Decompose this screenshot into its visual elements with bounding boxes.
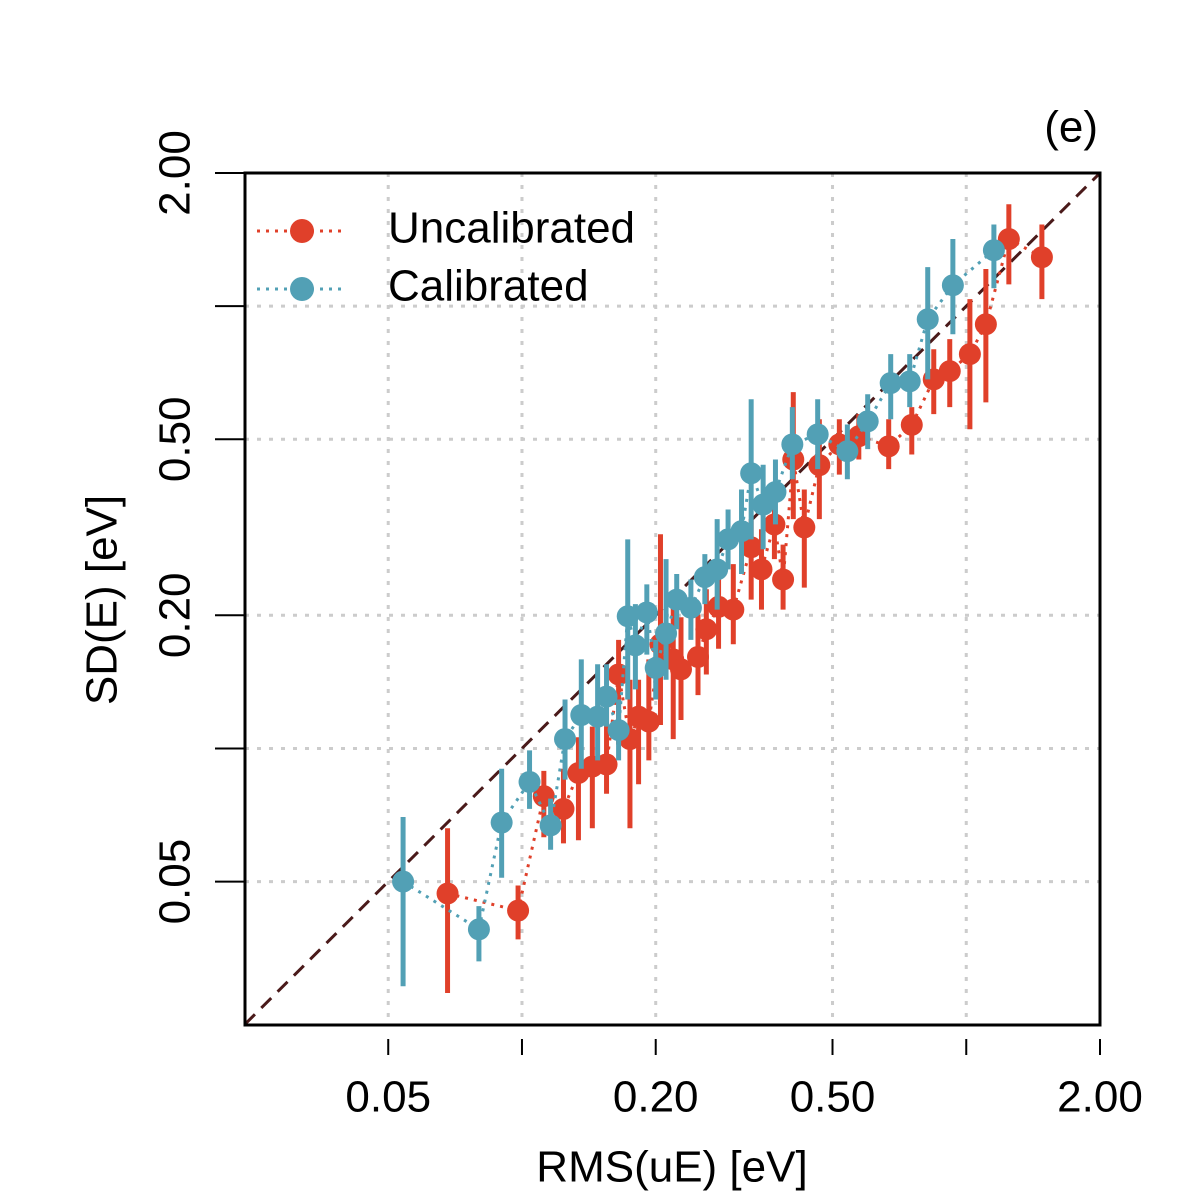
point xyxy=(644,657,667,680)
point xyxy=(856,410,879,433)
plot-frame xyxy=(243,171,1102,1027)
point xyxy=(730,520,753,543)
y-axis-label: SD(E) [eV] xyxy=(78,495,127,705)
x-axis-label: RMS(uE) [eV] xyxy=(536,1143,807,1192)
point xyxy=(879,372,902,395)
point xyxy=(836,440,859,463)
point xyxy=(806,423,829,446)
point xyxy=(595,753,618,776)
point xyxy=(607,719,630,742)
point xyxy=(570,704,593,727)
axes: 0.05 0.20 0.50 2.00 0.05 0.20 0.50 2.00 xyxy=(151,130,1143,1121)
point xyxy=(586,705,609,728)
point xyxy=(916,308,939,331)
x-tick-label: 0.20 xyxy=(613,1073,699,1122)
point xyxy=(740,462,763,485)
point xyxy=(637,710,660,733)
x-tick-label: 0.05 xyxy=(345,1073,431,1122)
point xyxy=(635,601,658,624)
legend-swatch xyxy=(290,219,314,243)
point xyxy=(781,433,804,456)
point xyxy=(686,645,709,668)
point xyxy=(490,811,513,834)
point xyxy=(655,622,678,645)
x-tick-label: 2.00 xyxy=(1057,1073,1143,1122)
point xyxy=(518,770,541,793)
point xyxy=(706,558,729,581)
point xyxy=(669,658,692,681)
legend-label: Calibrated xyxy=(388,262,589,311)
point xyxy=(974,313,997,336)
legend-swatch xyxy=(290,277,314,301)
y-tick-label: 0.20 xyxy=(151,572,200,658)
series-line xyxy=(447,236,1043,913)
point xyxy=(750,558,773,581)
legend-label: Uncalibrated xyxy=(388,204,635,253)
point xyxy=(740,536,763,559)
y-tick-label: 0.50 xyxy=(151,396,200,482)
point xyxy=(695,618,718,641)
point xyxy=(793,516,816,539)
point xyxy=(997,228,1020,251)
point xyxy=(900,413,923,436)
point xyxy=(722,598,745,621)
legend: Uncalibrated Calibrated xyxy=(257,204,635,311)
series-line xyxy=(402,249,995,932)
point xyxy=(877,435,900,458)
point xyxy=(554,728,577,751)
point xyxy=(507,899,530,922)
plot-area xyxy=(245,173,1100,1025)
point xyxy=(616,605,639,628)
point xyxy=(941,274,964,297)
y-tick-label: 0.05 xyxy=(151,839,200,925)
point xyxy=(552,797,575,820)
point xyxy=(539,814,562,837)
point xyxy=(392,870,415,893)
point xyxy=(958,343,981,366)
point xyxy=(595,685,618,708)
annotation: (e) xyxy=(1044,103,1098,152)
point xyxy=(1030,246,1053,269)
point xyxy=(679,596,702,619)
x-tick-label: 0.50 xyxy=(790,1073,876,1122)
point xyxy=(938,360,961,383)
point xyxy=(898,370,921,393)
point xyxy=(467,918,490,941)
point xyxy=(772,568,795,591)
y-tick-label: 2.00 xyxy=(151,130,200,216)
point xyxy=(436,882,459,905)
point xyxy=(764,481,787,504)
point xyxy=(624,634,647,657)
point xyxy=(607,663,630,686)
point xyxy=(982,239,1005,262)
